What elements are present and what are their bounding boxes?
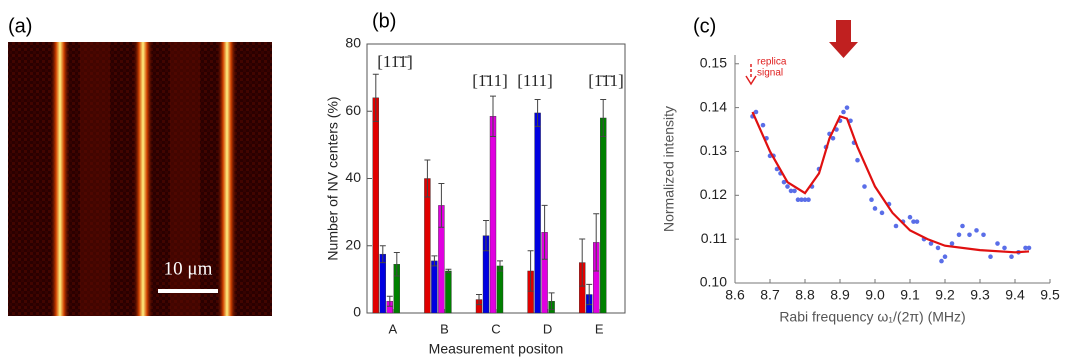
data-point <box>880 211 885 216</box>
y-tick-label: 20 <box>345 236 361 252</box>
x-tick-label: 9.5 <box>1040 287 1060 303</box>
fit-line <box>753 112 1030 252</box>
data-point <box>873 206 878 211</box>
scale-bar-label: 10 μm <box>164 258 213 279</box>
data-point <box>981 232 986 237</box>
x-tick-label: 9.1 <box>900 287 920 303</box>
data-point <box>841 110 846 115</box>
x-tick-label: 9.0 <box>865 287 885 303</box>
data-point <box>869 197 874 202</box>
figure: 10 μm (a) (b) (c) 0 20 40 60 80 A B C D E [11̄1̄] [… <box>0 0 1069 358</box>
x-tick-label: A <box>388 321 397 336</box>
bar <box>600 118 606 313</box>
data-point <box>957 232 962 237</box>
y-tick-label: 0.13 <box>700 142 727 158</box>
x-axis-label: Rabi frequency ω₁/(2π) (MHz) <box>779 309 965 325</box>
data-point <box>862 184 867 189</box>
orientation-label: [1̄11] <box>472 71 508 90</box>
data-point <box>806 197 811 202</box>
x-tick-label: 8.8 <box>795 287 815 303</box>
bright-stripe <box>217 42 237 316</box>
x-tick-label: B <box>440 321 449 336</box>
x-tick-label: 9.3 <box>970 287 990 303</box>
panel-label: (b) <box>372 10 396 32</box>
x-tick-label: 9.2 <box>935 287 955 303</box>
data-point <box>936 246 941 251</box>
x-tick-label: D <box>543 321 552 336</box>
x-tick-label: 9.4 <box>1005 287 1025 303</box>
bar <box>373 98 379 313</box>
data-point <box>995 241 1000 246</box>
data-point <box>960 224 965 229</box>
data-point <box>967 232 972 237</box>
y-tick-label: 40 <box>345 169 361 185</box>
bar <box>431 261 437 313</box>
data-point <box>1002 246 1007 251</box>
y-tick-label: 0.10 <box>700 274 727 290</box>
x-tick-label: 8.6 <box>725 287 745 303</box>
y-tick-label: 60 <box>345 102 361 118</box>
data-point <box>855 158 860 163</box>
data-point <box>943 254 948 259</box>
faint-stripe <box>80 42 110 316</box>
y-axis-label: Number of NV centers (%) <box>325 96 341 260</box>
bar <box>424 179 430 314</box>
data-point <box>939 259 944 264</box>
data-point <box>785 184 790 189</box>
y-tick-label: 0.15 <box>700 54 727 70</box>
bright-stripe <box>133 42 153 316</box>
replica-label: replica <box>757 57 787 68</box>
x-axis-label: Measurement positon <box>429 341 564 357</box>
data-point <box>761 123 766 128</box>
y-tick-label: 0.14 <box>700 98 727 114</box>
data-point <box>915 219 920 224</box>
x-tick-label: 8.9 <box>830 287 850 303</box>
x-tick-label: E <box>595 321 604 336</box>
orientation-label: [11̄1̄] <box>377 52 413 71</box>
data-point <box>792 189 797 194</box>
data-point <box>894 224 899 229</box>
orientation-label: [111] <box>517 71 553 90</box>
panel-label: (a) <box>8 15 32 37</box>
data-point <box>988 254 993 259</box>
x-tick-label: 8.7 <box>760 287 780 303</box>
data-point <box>1027 246 1032 251</box>
replica-label: signal <box>757 68 783 79</box>
y-tick-label: 0.11 <box>701 230 727 246</box>
x-tick-label: C <box>491 321 500 336</box>
bar <box>497 266 503 313</box>
bar <box>445 271 451 313</box>
orientation-label: [1̄1̄1] <box>588 71 624 90</box>
data-point <box>908 215 913 220</box>
fluorescence-image: 10 μm <box>8 42 272 316</box>
bar <box>535 113 541 313</box>
y-tick-label: 0 <box>353 304 361 320</box>
data-point <box>950 241 955 246</box>
data-point <box>974 228 979 233</box>
replica-arrow-head <box>746 76 756 84</box>
data-point <box>1009 254 1014 259</box>
y-axis-label: Normalized intensity <box>661 106 677 232</box>
peak-arrow <box>829 20 858 58</box>
y-tick-label: 0.12 <box>700 186 727 202</box>
data-point <box>845 105 850 110</box>
panel-label: (c) <box>693 15 716 37</box>
bright-stripe <box>50 42 70 316</box>
y-tick-label: 80 <box>345 35 361 51</box>
bar <box>490 116 496 313</box>
